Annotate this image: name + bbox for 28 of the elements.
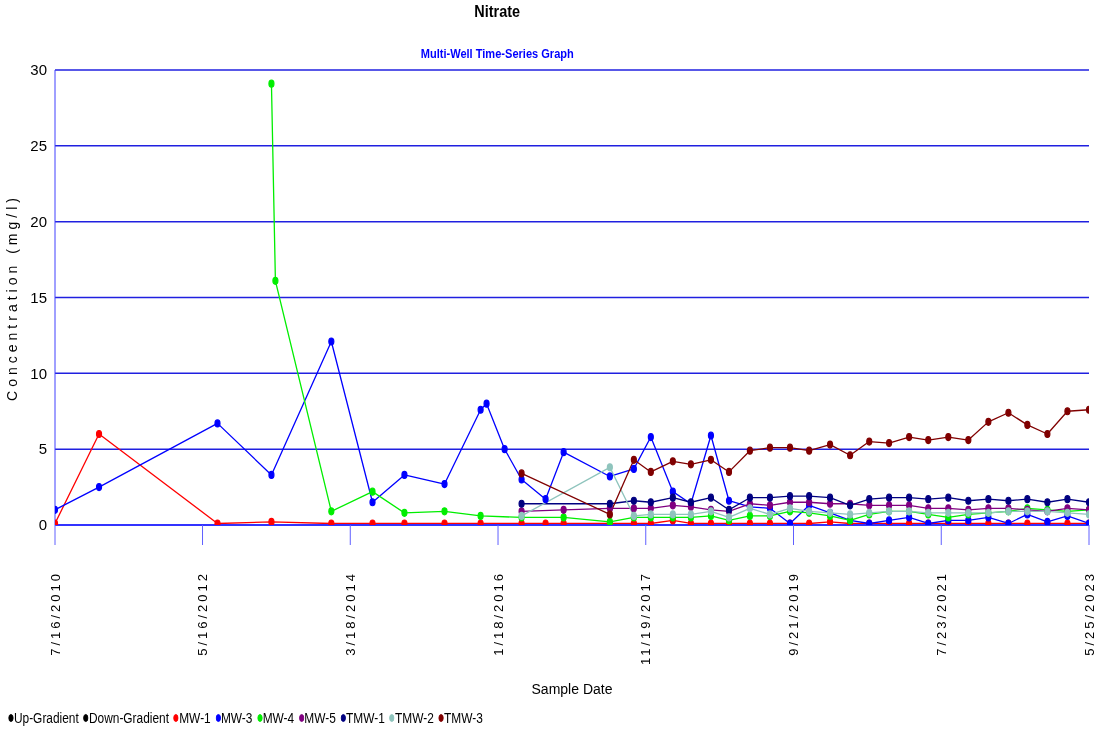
y-tick-label: 30 <box>30 61 47 79</box>
x-tick-label: 1/18/2016 <box>490 571 506 656</box>
x-tick-label: 7/23/2021 <box>933 571 949 656</box>
legend-label: TMW-2 <box>395 710 434 726</box>
y-axis-title: Concentration (mg/l) <box>3 194 20 401</box>
legend-label: TMW-1 <box>346 710 385 726</box>
x-tick-label: 3/18/2014 <box>342 571 358 656</box>
x-tick-label: 5/16/2012 <box>195 571 211 656</box>
y-tick-label: 20 <box>30 212 47 230</box>
y-tick-label: 25 <box>30 137 47 155</box>
legend-label: MW-4 <box>262 710 295 726</box>
legend-label: MW-5 <box>304 710 336 726</box>
x-axis-title: Sample Date <box>531 681 613 697</box>
legend-label: MW-3 <box>220 710 253 726</box>
y-tick-label: 0 <box>38 516 47 534</box>
x-tick-label: 5/25/2023 <box>1081 571 1097 656</box>
y-tick-label: 15 <box>30 288 47 306</box>
chart-title: Nitrate <box>473 2 522 22</box>
legend-label: Down-Gradient <box>88 710 170 726</box>
chart-subtitle: Multi-Well Time-Series Graph <box>419 46 575 61</box>
legend-label: MW-1 <box>179 710 211 726</box>
x-tick-label: 11/19/2017 <box>638 571 654 666</box>
x-tick-label: 9/21/2019 <box>786 571 802 656</box>
legend-label: Up-Gradient <box>13 710 79 726</box>
legend-label: TMW-3 <box>444 710 483 726</box>
x-tick-label: 7/16/2010 <box>47 571 63 656</box>
y-tick-label: 5 <box>38 440 47 458</box>
y-tick-label: 10 <box>30 364 47 382</box>
